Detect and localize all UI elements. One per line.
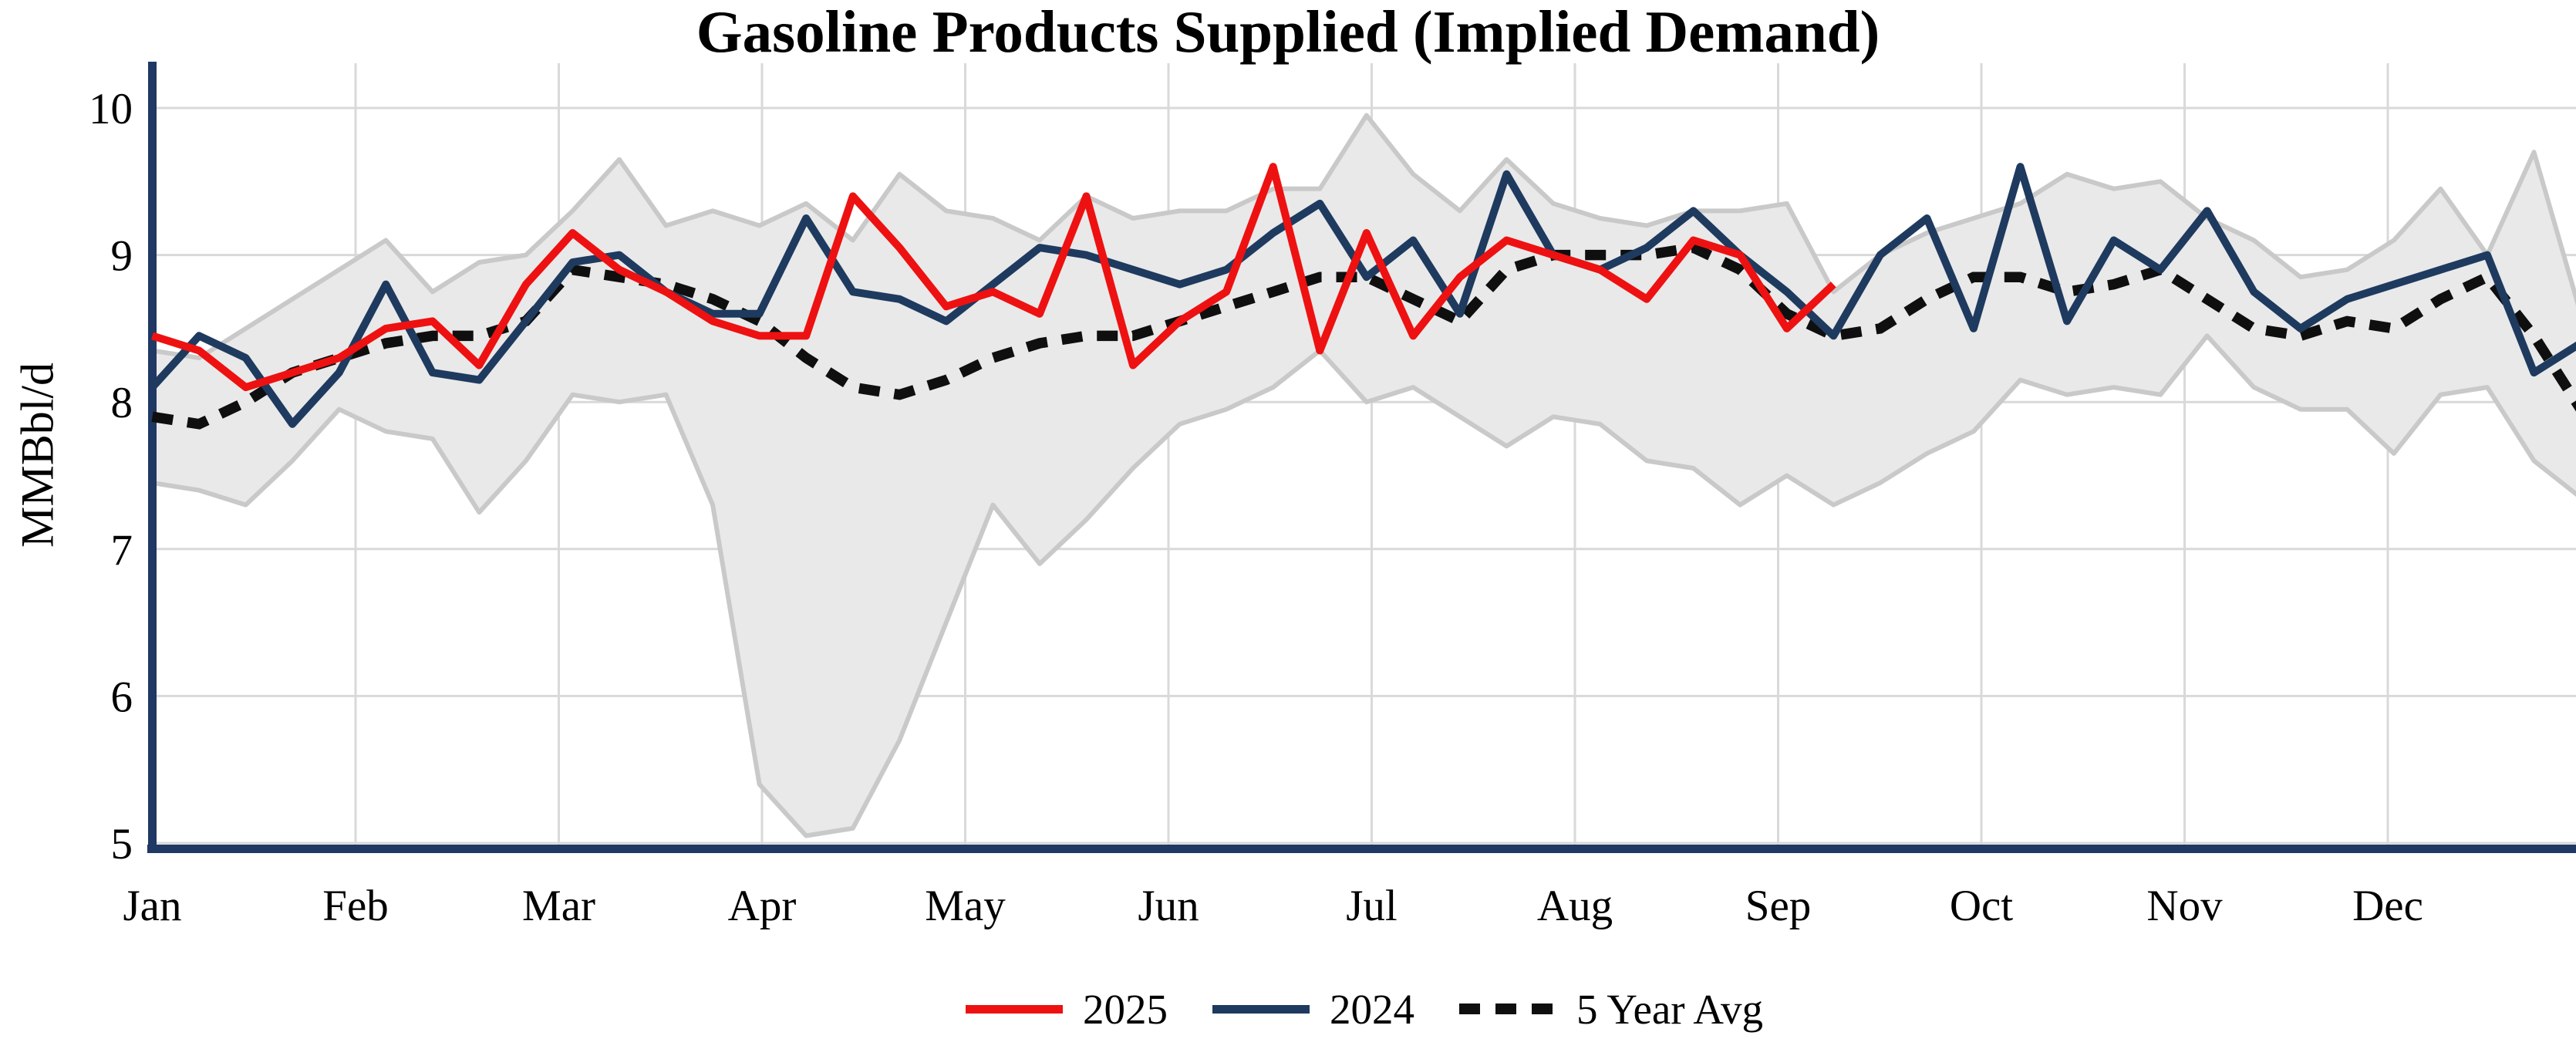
- x-tick-label: Oct: [1950, 882, 2013, 930]
- x-tick-labels: Jan Feb Mar Apr May Jun Jul Aug Sep Oct Nov Dec: [123, 882, 2423, 930]
- x-tick-label: Dec: [2352, 882, 2423, 930]
- y-tick-labels: 10 9 8 7 6 5: [89, 85, 133, 869]
- legend-label-2025: 2025: [1083, 985, 1168, 1033]
- x-tick-label: Nov: [2146, 882, 2223, 930]
- legend-swatch-2024: [1212, 1004, 1310, 1014]
- y-tick-label: 10: [89, 85, 133, 133]
- x-tick-label: Mar: [522, 882, 595, 930]
- x-tick-label: Sep: [1745, 882, 1812, 930]
- legend-label-2024: 2024: [1330, 985, 1415, 1033]
- x-tick-label: Feb: [322, 882, 389, 930]
- y-tick-label: 6: [111, 673, 133, 721]
- x-tick-label: Aug: [1537, 882, 1613, 930]
- x-tick-label: Apr: [728, 882, 797, 930]
- chart-title: Gasoline Products Supplied (Implied Dema…: [696, 0, 1880, 65]
- series-2025-line: [150, 163, 1836, 392]
- y-tick-label: 5: [111, 820, 133, 869]
- series-2024-line: [149, 163, 2576, 428]
- legend-label-5yr-avg: 5 Year Avg: [1576, 985, 1763, 1033]
- y-tick-label: 8: [111, 379, 133, 427]
- x-tick-label: May: [925, 882, 1006, 930]
- x-tick-label: Jun: [1138, 882, 1199, 930]
- y-axis-title: MMBbl/d: [12, 362, 63, 548]
- x-tick-label: Jan: [123, 882, 182, 930]
- five-year-range-band: [150, 113, 2576, 838]
- y-tick-label: 9: [111, 232, 133, 281]
- legend-item-2024: 2024: [1212, 985, 1414, 1034]
- legend-swatch-5yr-avg: [1459, 1003, 1557, 1014]
- legend: 2025 2024 5 Year Avg: [153, 976, 2576, 1041]
- legend-item-5yr-avg: 5 Year Avg: [1459, 985, 1763, 1034]
- legend-swatch-2025: [966, 1004, 1064, 1014]
- legend-item-2025: 2025: [966, 985, 1168, 1034]
- y-tick-label: 7: [111, 526, 133, 575]
- x-tick-label: Jul: [1346, 882, 1398, 930]
